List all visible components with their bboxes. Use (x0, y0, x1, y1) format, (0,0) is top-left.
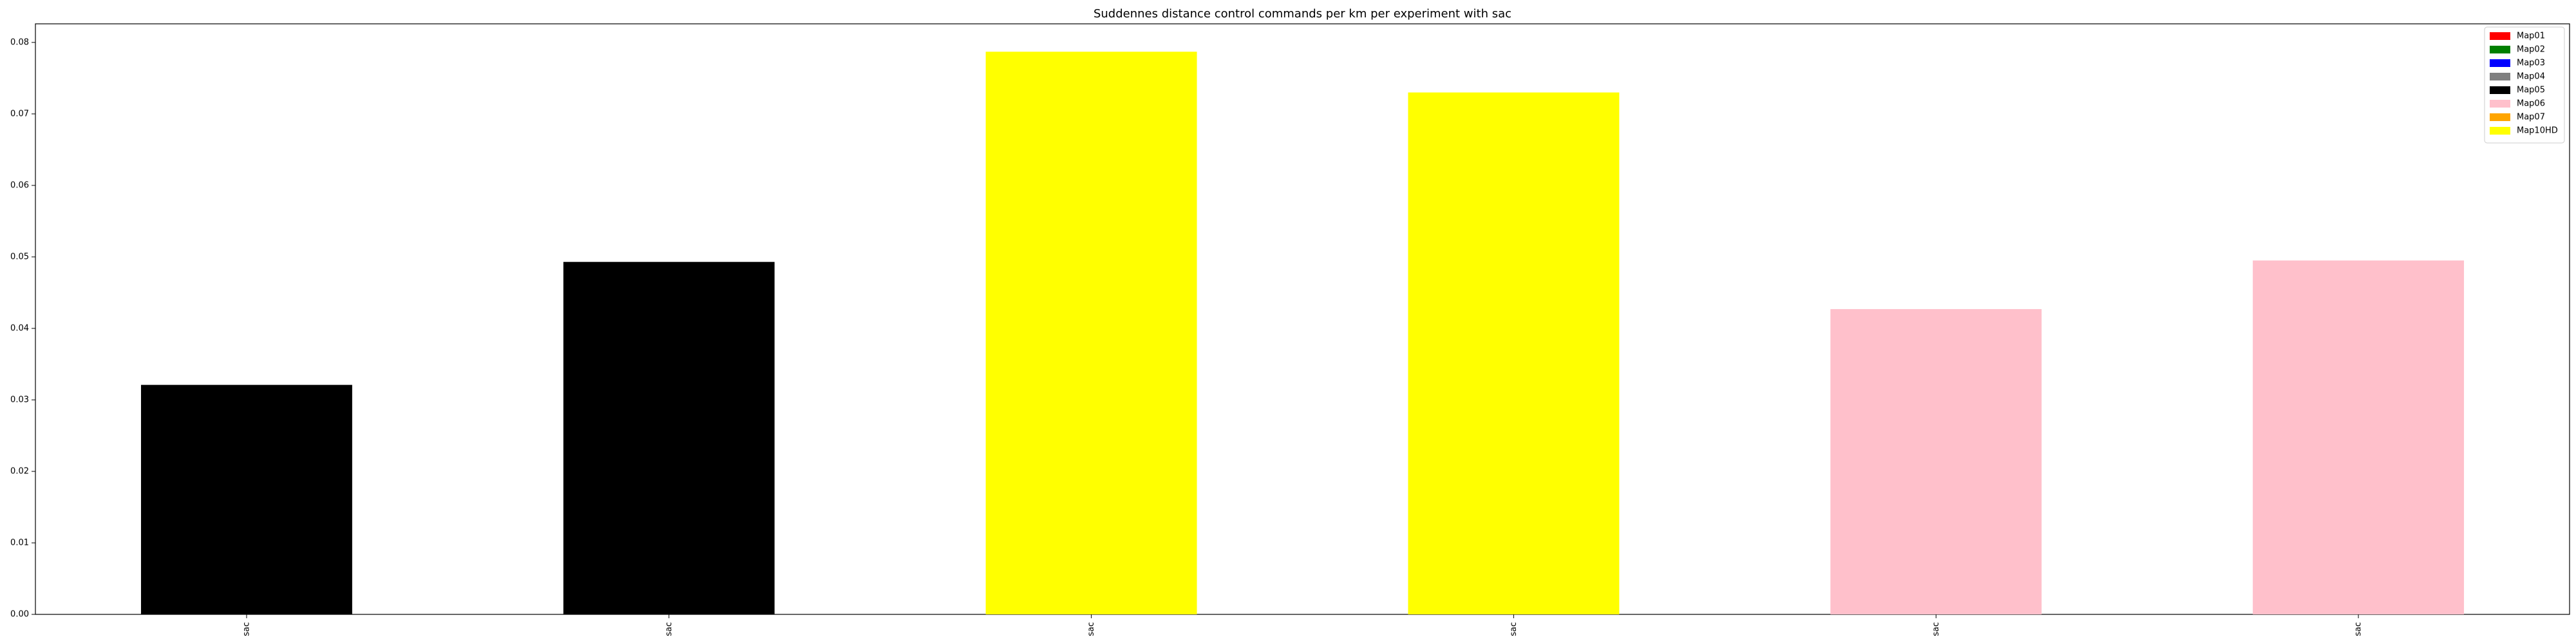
legend-swatch (2490, 46, 2510, 53)
x-tick-label: sac (1509, 622, 1519, 636)
y-tick-label: 0.00 (10, 610, 29, 620)
x-tick-label: sac (1086, 622, 1096, 636)
x-tick-label: sac (2354, 622, 2363, 636)
bar (2253, 260, 2465, 615)
bar (985, 52, 1197, 614)
legend-swatch (2490, 127, 2510, 135)
bar (1830, 308, 2042, 614)
legend-label: Map10HD (2517, 126, 2558, 136)
legend-swatch (2490, 113, 2510, 121)
x-tick-label: sac (1931, 622, 1941, 636)
bars (140, 52, 2465, 615)
y-tick-label: 0.01 (10, 538, 29, 547)
x-tick-label: sac (664, 622, 674, 636)
y-tick-label: 0.03 (10, 395, 29, 404)
chart-title: Suddennes distance control commands per … (1094, 7, 1511, 21)
x-tick-label: sac (242, 622, 251, 636)
legend-label: Map05 (2517, 86, 2545, 95)
y-axis: 0.00 0.01 0.02 0.03 0.04 0.05 0.06 0.07 0.08 (10, 37, 35, 620)
legend-label: Map07 (2517, 113, 2545, 122)
legend-label: Map02 (2517, 45, 2545, 55)
bar (563, 261, 775, 615)
bar (1408, 92, 1620, 614)
legend-label: Map03 (2517, 59, 2545, 68)
legend-label: Map01 (2517, 32, 2545, 41)
y-tick-label: 0.07 (10, 109, 29, 118)
y-tick-label: 0.06 (10, 180, 29, 190)
bar (140, 384, 352, 614)
plot-area (35, 23, 2570, 615)
legend-swatch (2490, 100, 2510, 108)
y-tick-label: 0.02 (10, 466, 29, 476)
y-tick-label: 0.04 (10, 323, 29, 333)
x-axis: sac sac sac sac sac sac (242, 614, 2363, 636)
y-tick-label: 0.05 (10, 252, 29, 261)
legend: Map01 Map02 Map03 Map04 Map05 Map06 Map07 Map10… (2484, 26, 2565, 144)
legend-label: Map06 (2517, 99, 2545, 109)
y-tick-label: 0.08 (10, 37, 29, 47)
legend-swatch (2490, 59, 2510, 67)
legend-swatch (2490, 32, 2510, 40)
legend-label: Map04 (2517, 72, 2545, 82)
legend-swatch (2490, 86, 2510, 94)
legend-swatch (2490, 73, 2510, 80)
